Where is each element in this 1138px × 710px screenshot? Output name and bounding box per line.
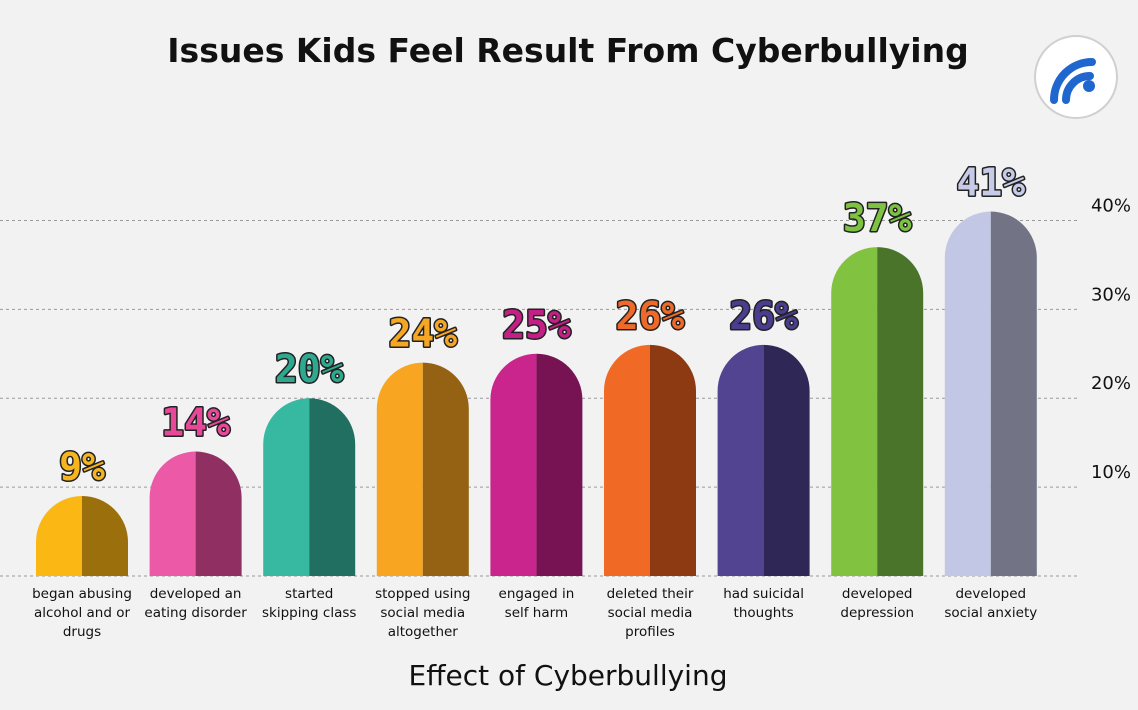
bar-right-half — [82, 496, 128, 576]
x-tick-label: had suicidal thoughts — [723, 586, 804, 621]
bar-left-half — [604, 345, 650, 576]
x-tick-label-line: social media — [608, 605, 693, 621]
data-label: 26% — [616, 294, 685, 338]
x-tick-label: deleted their social media profiles — [607, 586, 694, 640]
x-tick-label-line: altogether — [388, 624, 459, 640]
bar-right-half — [196, 452, 242, 576]
bar — [945, 212, 1037, 576]
x-tick-label-line: developed an — [150, 586, 242, 602]
data-label: 25% — [502, 303, 571, 347]
y-tick-label: 10% — [1091, 462, 1131, 483]
x-tick-label: engaged in self harm — [499, 586, 575, 621]
x-tick-label-line: developed — [955, 586, 1026, 602]
y-tick-label: 40% — [1091, 195, 1131, 216]
bar-left-half — [490, 354, 536, 576]
x-tick-label: stopped using social media altogether — [375, 586, 470, 640]
bar-left-half — [263, 398, 309, 576]
chart-root: Issues Kids Feel Result From Cyberbullyi… — [0, 0, 1138, 710]
data-label: 24% — [388, 312, 457, 356]
x-axis-label: Effect of Cyberbullying — [409, 659, 728, 692]
bar — [831, 247, 923, 576]
bar-right-half — [877, 247, 923, 576]
bar — [36, 496, 128, 576]
bar-left-half — [945, 212, 991, 576]
wifi-logo — [1035, 36, 1117, 118]
data-label: 9% — [59, 445, 105, 489]
data-label: 20% — [275, 347, 344, 391]
bar-right-half — [309, 398, 355, 576]
bar-right-half — [764, 345, 810, 576]
bar — [377, 363, 469, 576]
x-tick-label-line: started — [285, 586, 333, 602]
x-tick-label: developed depression — [840, 586, 914, 621]
x-tick-label-line: developed — [842, 586, 913, 602]
data-label: 37% — [843, 196, 912, 240]
wifi-dot — [1083, 80, 1095, 92]
x-tick-label-line: deleted their — [607, 586, 694, 602]
x-tick-label-line: engaged in — [499, 586, 575, 602]
bar — [263, 398, 355, 576]
x-tick-label-line: social anxiety — [944, 605, 1037, 621]
x-tick-label-line: had suicidal — [723, 586, 804, 602]
x-tick-label: started skipping class — [262, 586, 356, 621]
bars-layer — [36, 212, 1037, 576]
y-tick-label: 20% — [1091, 373, 1131, 394]
bar-right-half — [423, 363, 469, 576]
bar-chart: Issues Kids Feel Result From Cyberbullyi… — [0, 0, 1138, 710]
bar-left-half — [36, 496, 82, 576]
bar-right-half — [650, 345, 696, 576]
x-tick-label: developed an eating disorder — [144, 586, 247, 621]
bar — [604, 345, 696, 576]
data-label: 26% — [729, 294, 798, 338]
x-tick-label-line: depression — [840, 605, 914, 621]
bar — [718, 345, 810, 576]
data-label: 14% — [161, 401, 230, 445]
x-tick-label: began abusing alcohol and or drugs — [32, 586, 132, 640]
chart-title: Issues Kids Feel Result From Cyberbullyi… — [167, 31, 968, 70]
y-tick-label: 30% — [1091, 284, 1131, 305]
bar — [150, 452, 242, 576]
data-label: 41% — [956, 161, 1025, 205]
bar-left-half — [150, 452, 196, 576]
x-tick-label-line: drugs — [63, 624, 101, 640]
bar-left-half — [831, 247, 877, 576]
x-tick-label-line: social media — [380, 605, 465, 621]
x-tick-label-line: profiles — [625, 624, 675, 640]
x-tick-label-line: began abusing — [32, 586, 132, 602]
bar-right-half — [536, 354, 582, 576]
bar-right-half — [991, 212, 1037, 576]
x-tick-label-line: eating disorder — [144, 605, 247, 621]
bar — [490, 354, 582, 576]
bar-left-half — [718, 345, 764, 576]
x-tick-label-line: skipping class — [262, 605, 356, 621]
x-tick-label-line: thoughts — [734, 605, 794, 621]
x-tick-label-line: stopped using — [375, 586, 470, 602]
x-tick-label-line: alcohol and or — [34, 605, 131, 621]
x-tick-label-line: self harm — [505, 605, 568, 621]
x-tick-label: developed social anxiety — [944, 586, 1037, 621]
bar-left-half — [377, 363, 423, 576]
